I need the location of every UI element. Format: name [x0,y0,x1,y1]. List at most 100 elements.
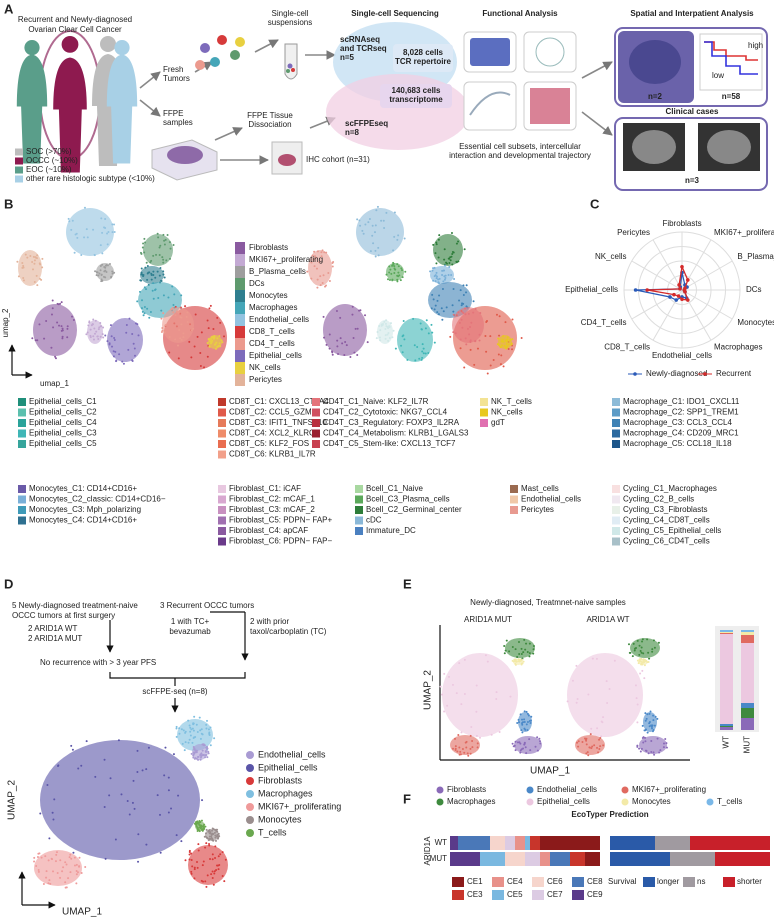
umap-dot [210,835,213,838]
legend-label: Bcell_C3_Plasma_cells [366,495,450,504]
umap-dot [432,243,435,246]
umap-dot [147,746,150,749]
umap-dot [86,331,89,334]
umap-dot [378,325,381,328]
umap-dot [205,746,208,749]
umap-dot [306,270,309,273]
umap-dot [31,337,34,340]
umap-dot [208,732,211,735]
umap-dot [196,828,199,831]
legend-label: CD4_T_cells [249,339,295,348]
umap-dot [54,357,57,360]
umap-dot [436,311,439,314]
umap-dot [192,751,195,754]
legend-swatch [312,408,320,417]
umap-dot [464,337,467,340]
umap-dot [85,740,88,743]
umap-dot [101,231,104,234]
umap-dot [320,251,323,254]
umap-dot [331,350,334,353]
umap-dot [137,860,140,863]
umap-dot [400,344,403,347]
umap-dot [188,724,191,727]
heatmap-cell [490,836,505,850]
umap-dot [202,754,205,757]
legend-swatch [355,506,363,514]
legend-marker [621,786,629,794]
umap-dot [163,239,166,242]
umap-dot [421,343,424,346]
umap-dot [211,833,214,836]
umap-dot [103,805,106,808]
umap-dot [404,270,407,273]
umap-dot [401,269,404,272]
silhouette-head [24,40,40,56]
umap-dot [180,840,183,843]
legend-label: Epithelial_cells_C1 [29,397,97,406]
umap-dot [207,752,210,755]
umap-dot [336,345,339,348]
transcriptome-label: transcriptome [389,95,443,104]
legend-swatch [15,148,23,156]
umap-dot [385,273,388,276]
umap-dot [457,260,460,263]
umap-dot [638,747,641,750]
umap-dot [197,843,200,846]
umap-dot [539,742,542,745]
survival-n: n=58 [722,92,741,101]
legend-label: Macrophages [258,788,313,798]
umap-dot [325,343,328,346]
umap-dot [539,740,542,743]
x-axis-label: UMAP_1 [530,766,570,777]
umap-dot [520,647,523,650]
umap-dot [451,304,454,307]
umap-dot [50,313,53,316]
mut-title: ARID1A MUT [464,615,512,624]
umap-dot [146,278,149,281]
umap-dot [214,343,217,346]
umap-dot [506,336,509,339]
umap-dot [465,284,468,287]
legend-label: CE3 [467,890,483,899]
umap-dot [389,268,392,271]
umap-dot [114,350,117,353]
umap-dot [591,745,594,748]
umap-dot [316,278,319,281]
panel-label: B [4,196,13,211]
umap-dot [67,217,70,220]
umap-dot [646,713,649,716]
umap-dot [458,662,461,665]
umap-dot [191,865,194,868]
umap-dot [639,672,642,675]
umap-dot [381,323,384,326]
legend-label: Fibroblast_C3: mCAF_2 [229,505,315,514]
legend-marker [621,798,629,806]
umap-dot [75,863,78,866]
umap-dot [159,851,162,854]
legend-swatch [235,338,245,350]
radar-axis-label: CD8_T_cells [604,342,650,351]
umap-dot [113,336,116,339]
umap-dot [152,274,155,277]
bar-segment [720,632,733,633]
umap-dot [636,745,639,748]
umap-dot [172,311,175,314]
umap-dot [139,290,142,293]
functional-title: Functional Analysis [482,9,558,18]
umap-dot [469,734,472,737]
legend-swatch [235,254,245,266]
umap-dot [145,768,148,771]
umap-dot [433,275,436,278]
panel-label: D [4,576,13,591]
legend-label: Macrophage_C5: CCL18_IL18 [623,439,732,448]
umap-dot [132,342,135,345]
umap-dot [514,648,517,651]
umap-dot [180,323,183,326]
legend-label: CD4T_C5_Stem-like: CXCL13_TCF7 [323,439,456,448]
legend-swatch [452,877,464,887]
umap-dot [169,247,172,250]
legend-label: Mast_cells [521,484,559,493]
umap-cluster [143,234,173,266]
umap-dot [523,718,526,721]
umap-dot [443,258,446,261]
